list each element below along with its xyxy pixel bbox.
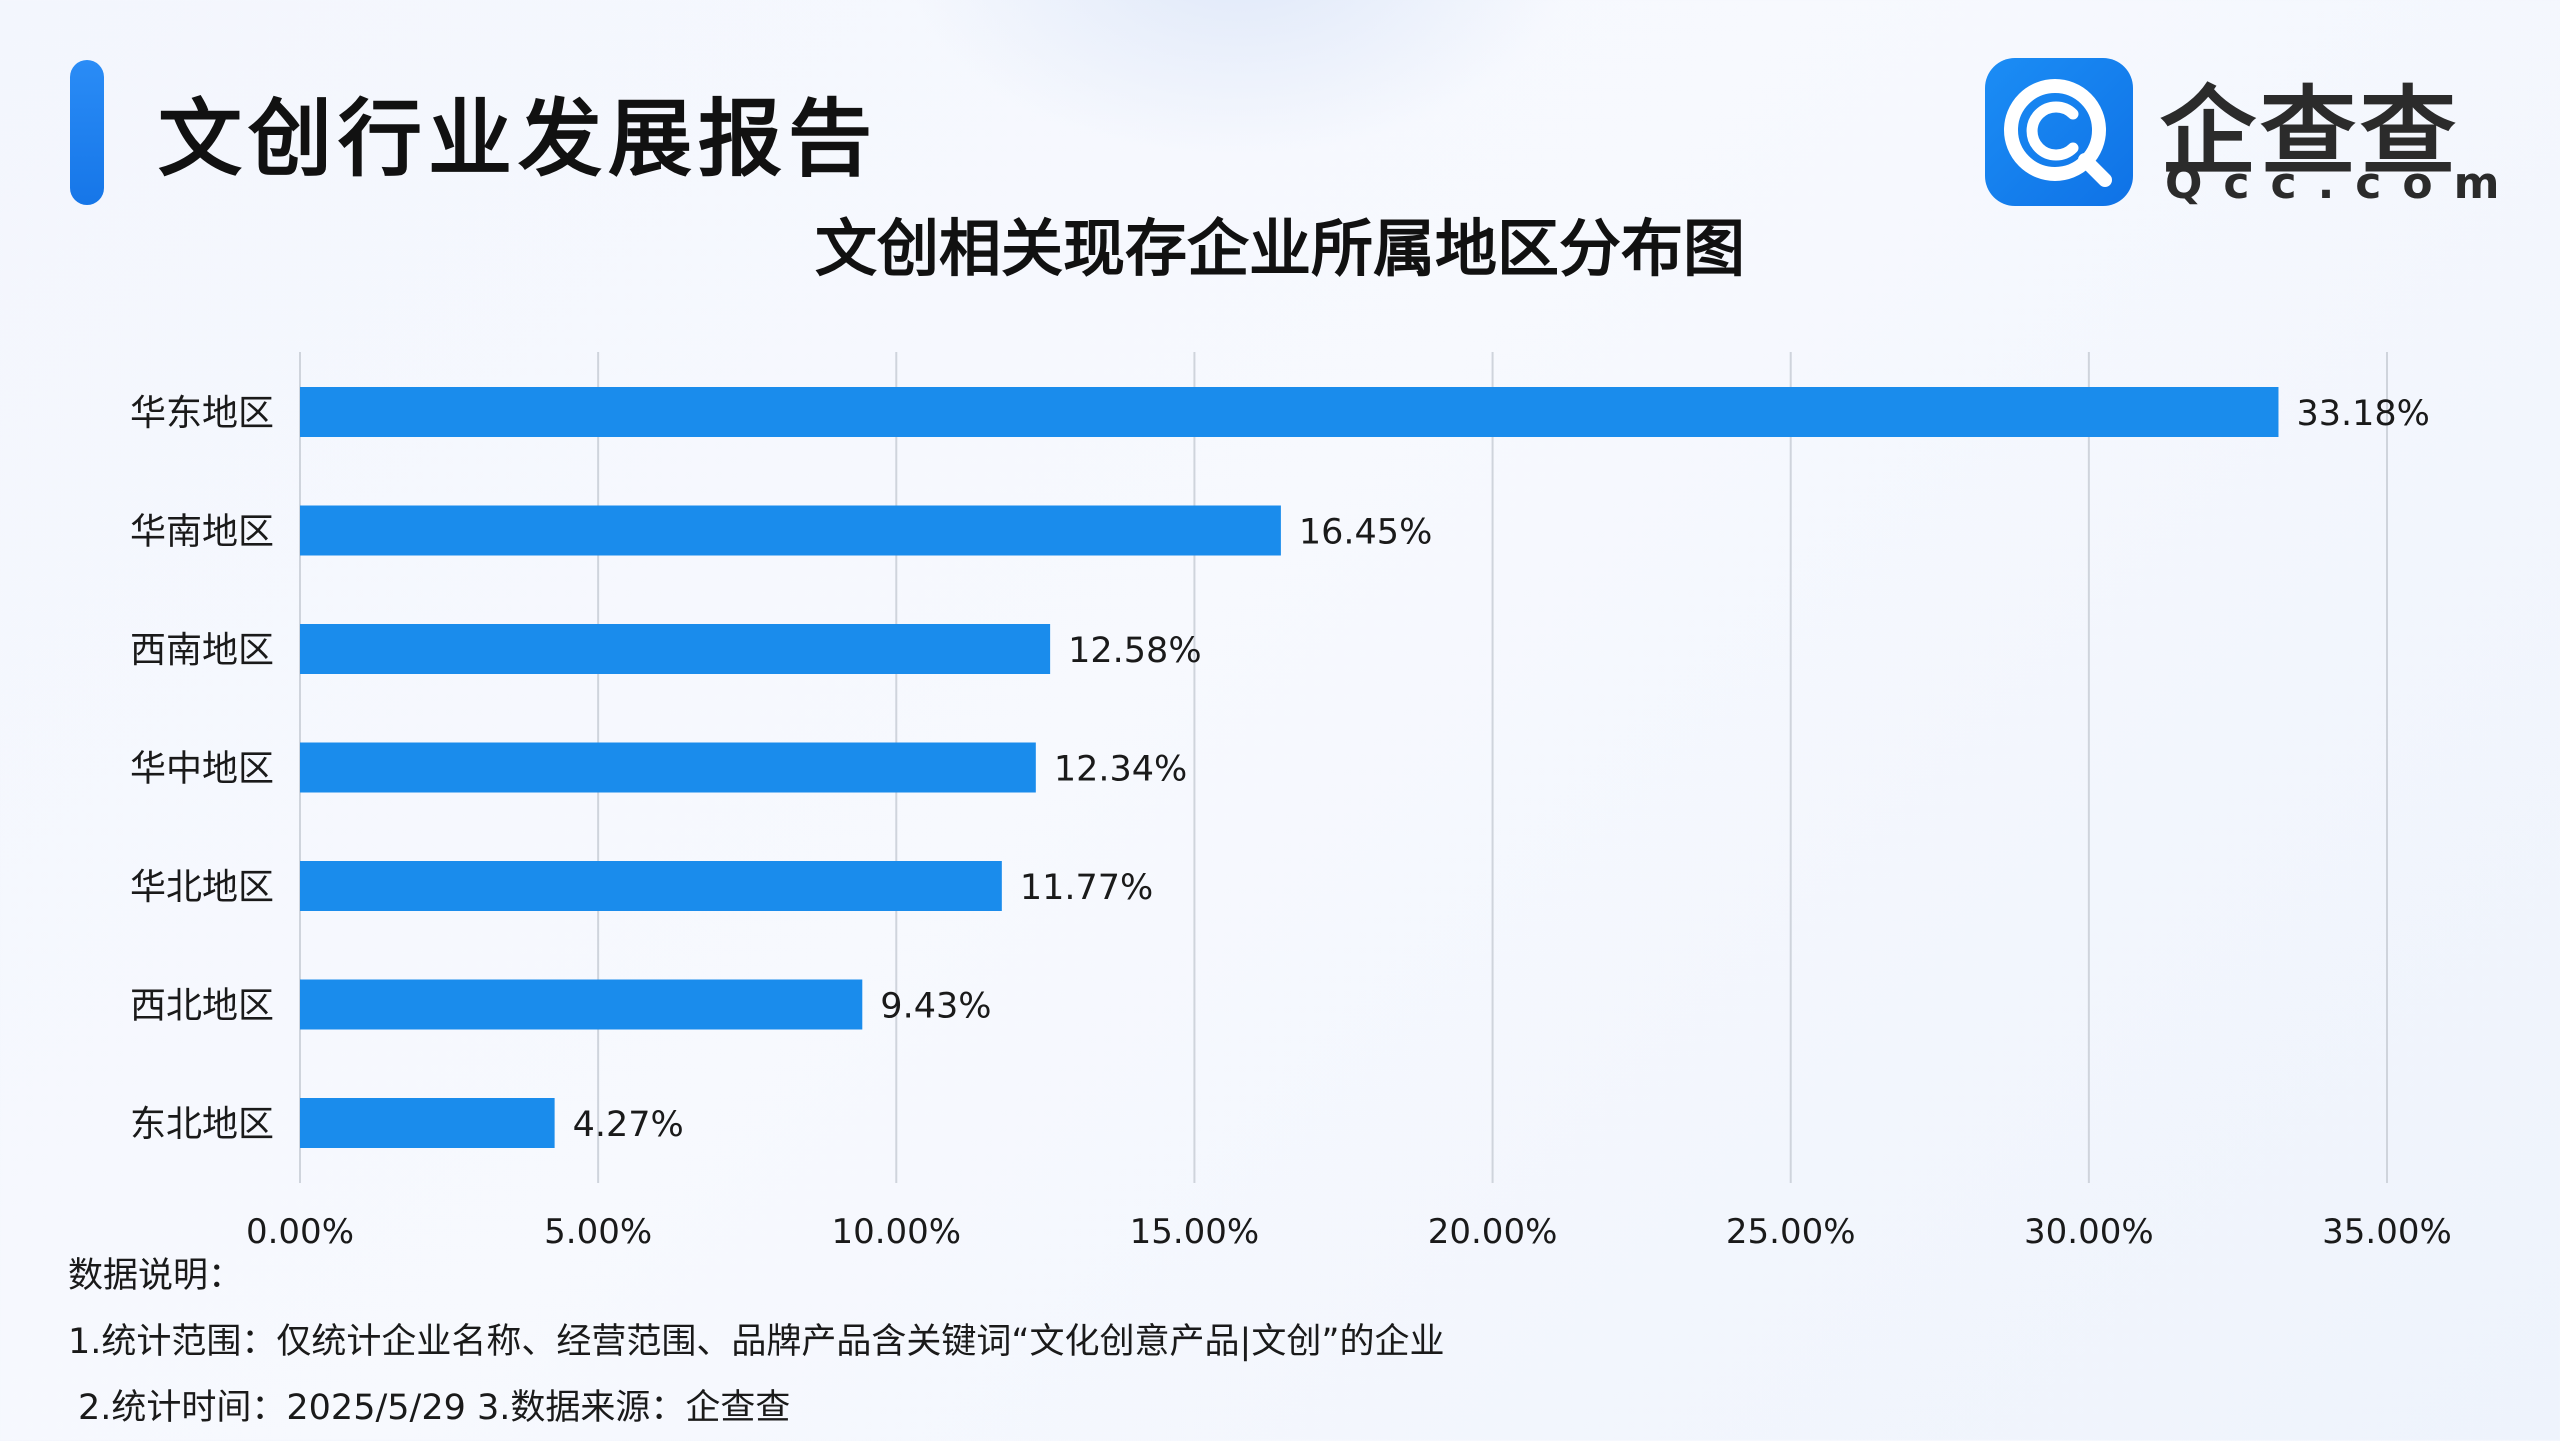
bar [300, 1098, 555, 1148]
category-label: 西北地区 [130, 986, 274, 1027]
category-label: 华中地区 [130, 749, 274, 790]
data-notes: 数据说明： 1.统计范围：仅统计企业名称、经营范围、品牌产品含关键词“文化创意产… [68, 1243, 1444, 1441]
bar [300, 387, 2279, 437]
category-label: 西南地区 [130, 630, 274, 671]
bar [300, 505, 1281, 556]
category-label: 华北地区 [130, 867, 274, 908]
category-label: 华南地区 [130, 512, 274, 553]
x-tick-label: 0.00% [246, 1212, 354, 1252]
data-label: 4.27% [573, 1105, 684, 1145]
data-label: 11.77% [1020, 868, 1153, 908]
title-accent-bar [70, 60, 104, 205]
category-label: 华东地区 [130, 393, 274, 434]
bar [300, 742, 1036, 793]
x-tick-label: 5.00% [544, 1212, 652, 1252]
data-label: 12.58% [1068, 631, 1201, 671]
logo-wordmark-cn: 企查查 [2160, 76, 2460, 188]
x-tick-label: 20.00% [1428, 1212, 1558, 1252]
report-title: 文创行业发展报告 [158, 90, 879, 188]
bar [300, 624, 1051, 674]
category-label: 东北地区 [130, 1104, 274, 1145]
x-tick-label: 15.00% [1130, 1212, 1260, 1252]
data-label: 12.34% [1054, 750, 1187, 790]
data-label: 9.43% [880, 987, 991, 1027]
brand-logo: 企查查 Qcc.com [1985, 58, 2499, 209]
x-tick-label: 25.00% [1726, 1212, 1856, 1252]
x-tick-label: 35.00% [2322, 1212, 2452, 1252]
notes-time-source: 2.统计时间：2025/5/29 3.数据来源：企查查 [78, 1388, 791, 1428]
data-label: 33.18% [2296, 394, 2429, 434]
notes-scope: 1.统计范围：仅统计企业名称、经营范围、品牌产品含关键词“文化创意产品|文创”的… [68, 1322, 1445, 1362]
bar [300, 979, 863, 1030]
x-tick-label: 30.00% [2024, 1212, 2154, 1252]
data-label: 16.45% [1299, 513, 1432, 553]
x-tick-label: 10.00% [831, 1212, 961, 1252]
logo-wordmark-en: Qcc.com [2165, 158, 2521, 209]
chart-title: 文创相关现存企业所属地区分布图 [814, 212, 1745, 285]
bar [300, 861, 1002, 911]
qcc-magnifier-icon [1985, 58, 2133, 206]
notes-heading: 数据说明： [68, 1256, 244, 1296]
